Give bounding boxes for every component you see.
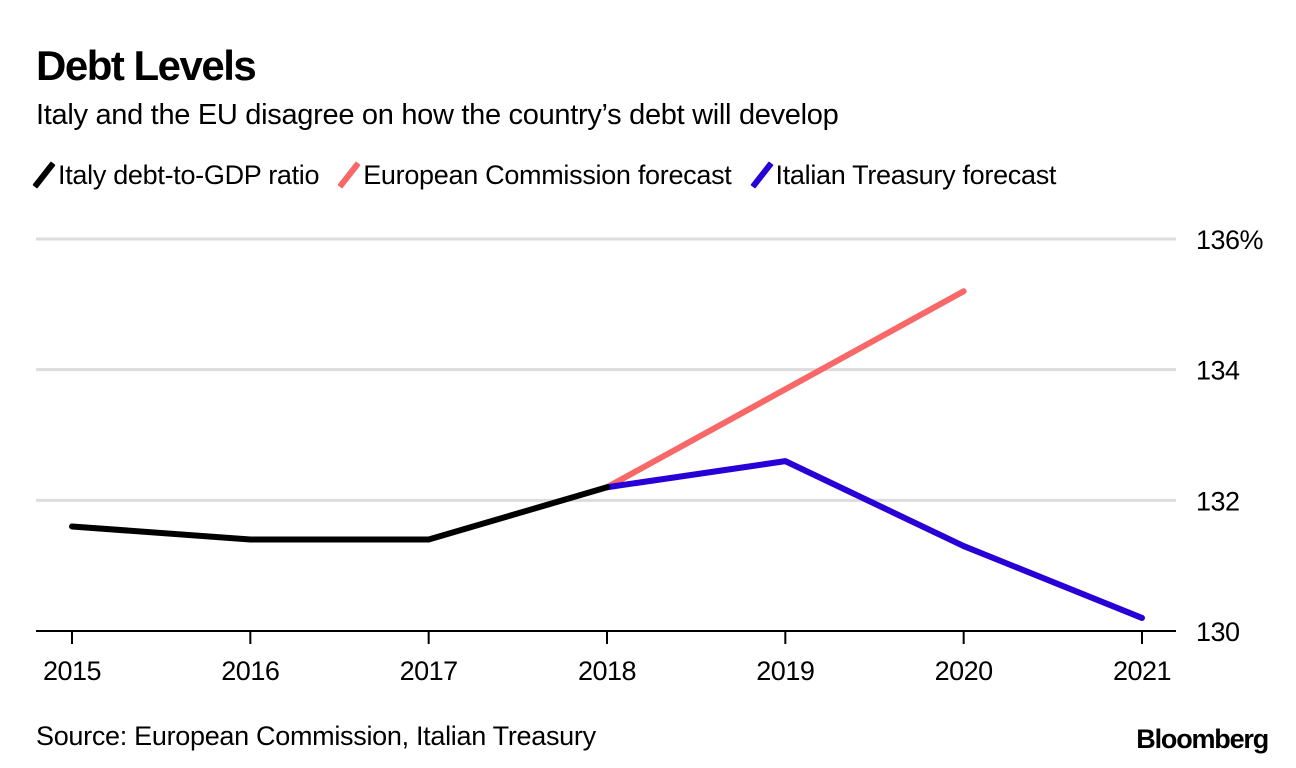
chart-title: Debt Levels bbox=[36, 42, 257, 89]
source-note: Source: European Commission, Italian Tre… bbox=[36, 721, 596, 751]
legend: Italy debt-to-GDP ratio European Commiss… bbox=[36, 155, 1078, 195]
legend-item-italy-debt: Italy debt-to-GDP ratio bbox=[36, 159, 320, 191]
y-tick-label: 136% bbox=[1196, 225, 1264, 255]
series-line-italy-debt-to-gdp-ratio bbox=[69, 484, 610, 543]
y-tick-label: 130 bbox=[1196, 617, 1240, 647]
series-line-italian-treasury-forecast bbox=[604, 458, 1145, 621]
series-line-european-commission-forecast bbox=[604, 288, 967, 491]
x-tick-label: 2021 bbox=[1113, 656, 1171, 686]
legend-item-treasury-forecast: Italian Treasury forecast bbox=[754, 160, 1057, 191]
x-tick-label: 2015 bbox=[43, 656, 101, 686]
x-tick-label: 2020 bbox=[935, 656, 993, 686]
x-tick-label: 2016 bbox=[221, 656, 279, 686]
legend-label: Italy debt-to-GDP ratio bbox=[58, 159, 320, 190]
y-tick-label: 134 bbox=[1196, 356, 1240, 386]
bloomberg-logo: Bloomberg bbox=[1136, 724, 1269, 754]
y-tick-label: 132 bbox=[1196, 486, 1240, 516]
x-tick-label: 2017 bbox=[400, 656, 458, 686]
legend-item-ec-forecast: European Commission forecast bbox=[341, 159, 732, 191]
x-tick-label: 2018 bbox=[578, 656, 636, 686]
x-tick-label: 2019 bbox=[756, 656, 814, 686]
legend-label: European Commission forecast bbox=[363, 159, 732, 190]
legend-label: Italian Treasury forecast bbox=[775, 159, 1057, 190]
chart-subtitle: Italy and the EU disagree on how the cou… bbox=[36, 99, 839, 131]
